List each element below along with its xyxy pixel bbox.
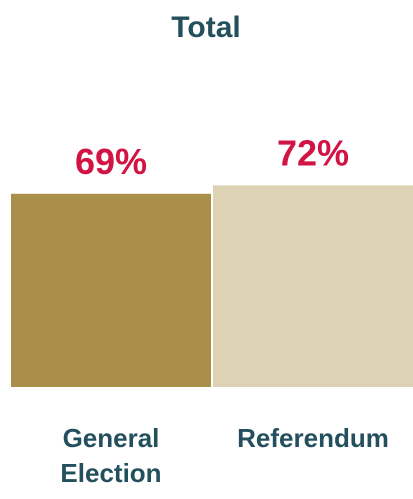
bars-layer [11,185,413,387]
bar-referendum [213,185,413,387]
category-label-referendum: Referendum [237,423,389,453]
category-label-line: Referendum [237,423,389,453]
chart-title: Total [171,11,240,44]
data-label-general-election: 69% [75,141,147,182]
data-label-referendum: 72% [277,132,349,173]
category-label-line: Election [60,458,161,488]
value-labels-layer: 69% 72% [75,132,349,181]
bar-general-election [11,193,211,387]
category-label-line: General [63,423,160,453]
category-label-general-election: General Election [60,423,161,488]
category-labels-layer: General Election Referendum [60,423,388,488]
